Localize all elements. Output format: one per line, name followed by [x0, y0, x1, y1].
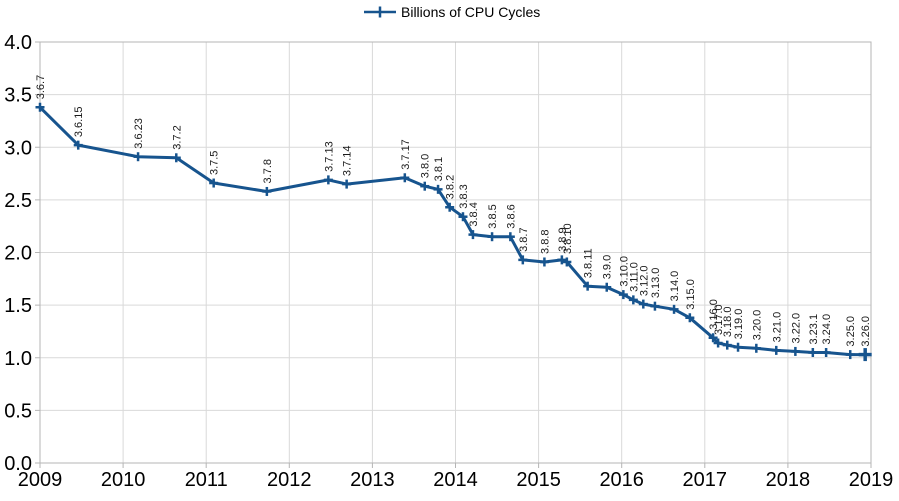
- data-point-label: 3.21.0: [771, 312, 783, 343]
- y-axis-label: 1.5: [4, 295, 32, 317]
- data-point-label: 3.8.1: [433, 157, 445, 181]
- data-point-label: 3.8.11: [583, 248, 595, 278]
- data-point-label: 3.7.5: [209, 151, 221, 175]
- x-axis-label: 2013: [350, 469, 395, 491]
- data-point-label: 3.24.0: [821, 314, 833, 345]
- data-point-label: 3.10.0: [618, 256, 630, 287]
- y-axis-label: 0.5: [4, 400, 32, 422]
- x-axis-label: 2009: [18, 469, 63, 491]
- y-axis-label: 1.0: [4, 348, 32, 370]
- data-point-label: 3.6.15: [73, 107, 85, 138]
- legend-series-marker-icon: [364, 6, 396, 18]
- data-point-label: 3.26.0: [860, 316, 872, 347]
- x-axis-label: 2010: [101, 469, 146, 491]
- data-point-label: 3.8.5: [487, 204, 499, 228]
- data-point-label: 3.8.3: [458, 184, 470, 208]
- data-point-label: 3.8.6: [505, 204, 517, 228]
- data-point-label: 3.16.0: [708, 299, 720, 330]
- data-point-label: 3.8.10: [562, 223, 574, 254]
- data-point-label: 3.7.13: [323, 141, 335, 172]
- data-point-label: 3.7.14: [342, 145, 354, 176]
- y-axis-label: 4.0: [4, 32, 32, 54]
- y-axis-label: 2.0: [4, 243, 32, 265]
- data-point-label: 3.8.2: [445, 175, 457, 199]
- data-point-label: 3.22.0: [790, 313, 802, 344]
- data-point-label: 3.8.0: [420, 154, 432, 178]
- data-point-label: 3.14.0: [669, 271, 681, 302]
- data-point-label: 3.12.0: [638, 265, 650, 296]
- data-point-label: 3.8.4: [468, 202, 480, 226]
- data-point-label: 3.8.9: [557, 227, 569, 251]
- data-point-label: 3.11.0: [628, 262, 640, 292]
- y-axis-label: 2.5: [4, 190, 32, 212]
- plot-frame: [39, 41, 872, 464]
- x-axis-label: 2015: [516, 469, 561, 491]
- data-point-label: 3.18.0: [722, 307, 734, 338]
- y-axis-label: 0.0: [4, 453, 32, 475]
- data-point-label: 3.23.1: [808, 314, 820, 345]
- x-axis-label: 2019: [849, 469, 894, 491]
- data-point-label: 3.15.0: [685, 279, 697, 310]
- legend-label: Billions of CPU Cycles: [401, 4, 541, 20]
- data-point-label: 3.8.8: [539, 230, 551, 254]
- data-point-label: 3.9.0: [602, 255, 614, 279]
- y-axis-label: 3.0: [4, 137, 32, 159]
- data-point-label: 3.25.0: [845, 316, 857, 347]
- x-axis-label: 2018: [766, 469, 811, 491]
- data-point-label: 3.7.8: [262, 159, 274, 183]
- y-axis-label: 3.5: [4, 85, 32, 107]
- legend[interactable]: Billions of CPU Cycles: [364, 2, 540, 22]
- data-point-label: 3.20.0: [751, 310, 763, 341]
- x-axis-label: 2016: [599, 469, 644, 491]
- data-point-label: 3.17.0: [713, 304, 725, 335]
- data-point-label: 3.13.0: [650, 268, 662, 299]
- x-axis-label: 2011: [185, 469, 228, 491]
- data-point-label: 3.19.0: [733, 309, 745, 340]
- data-point-label: 3.7.2: [171, 125, 183, 149]
- x-axis-label: 2014: [433, 469, 478, 491]
- data-point-label: 3.6.23: [133, 118, 145, 149]
- x-axis-label: 2017: [683, 469, 728, 491]
- x-axis-label: 2012: [267, 469, 312, 491]
- data-point-label: 3.8.7: [518, 227, 530, 251]
- data-point-label: 3.6.7: [35, 75, 47, 99]
- data-point-label: 3.7.17: [400, 139, 412, 170]
